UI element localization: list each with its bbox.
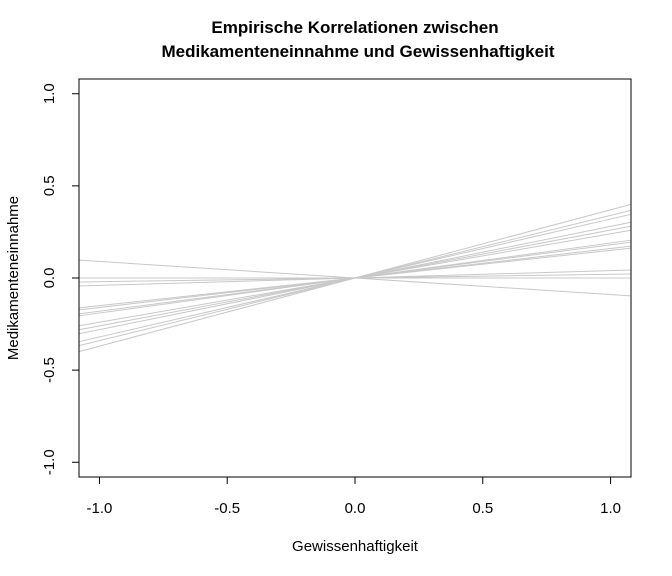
- x-tick-label-5: 1.0: [600, 500, 621, 517]
- correlation-line-14: [78, 259, 632, 297]
- y-tick-label-3: 0.0: [41, 268, 58, 289]
- x-tick-label-1: -1.0: [87, 500, 113, 517]
- chart-title-line-1: Empirische Korrelationen zwischen: [211, 18, 498, 37]
- x-tick-label-2: -0.5: [214, 500, 240, 517]
- x-axis-label: Gewissenhaftigkeit: [292, 538, 419, 555]
- y-tick-label-1: -1.0: [41, 449, 58, 475]
- y-tick-label-4: 0.5: [41, 175, 58, 196]
- y-tick-label-5: 1.0: [41, 83, 58, 104]
- x-tick-label-3: 0.0: [345, 500, 366, 517]
- y-tick-label-2: -0.5: [41, 357, 58, 383]
- correlation-lines: [78, 203, 632, 353]
- x-tick-label-4: 0.5: [472, 500, 493, 517]
- x-axis: -1.0 -0.5 0.0 0.5 1.0: [87, 477, 621, 517]
- y-axis-label: Medikamenteneinnahme: [5, 196, 22, 360]
- y-axis: -1.0 -0.5 0.0 0.5 1.0: [41, 83, 79, 475]
- chart-title-line-2: Medikamenteneinnahme und Gewissenhaftigk…: [162, 42, 555, 61]
